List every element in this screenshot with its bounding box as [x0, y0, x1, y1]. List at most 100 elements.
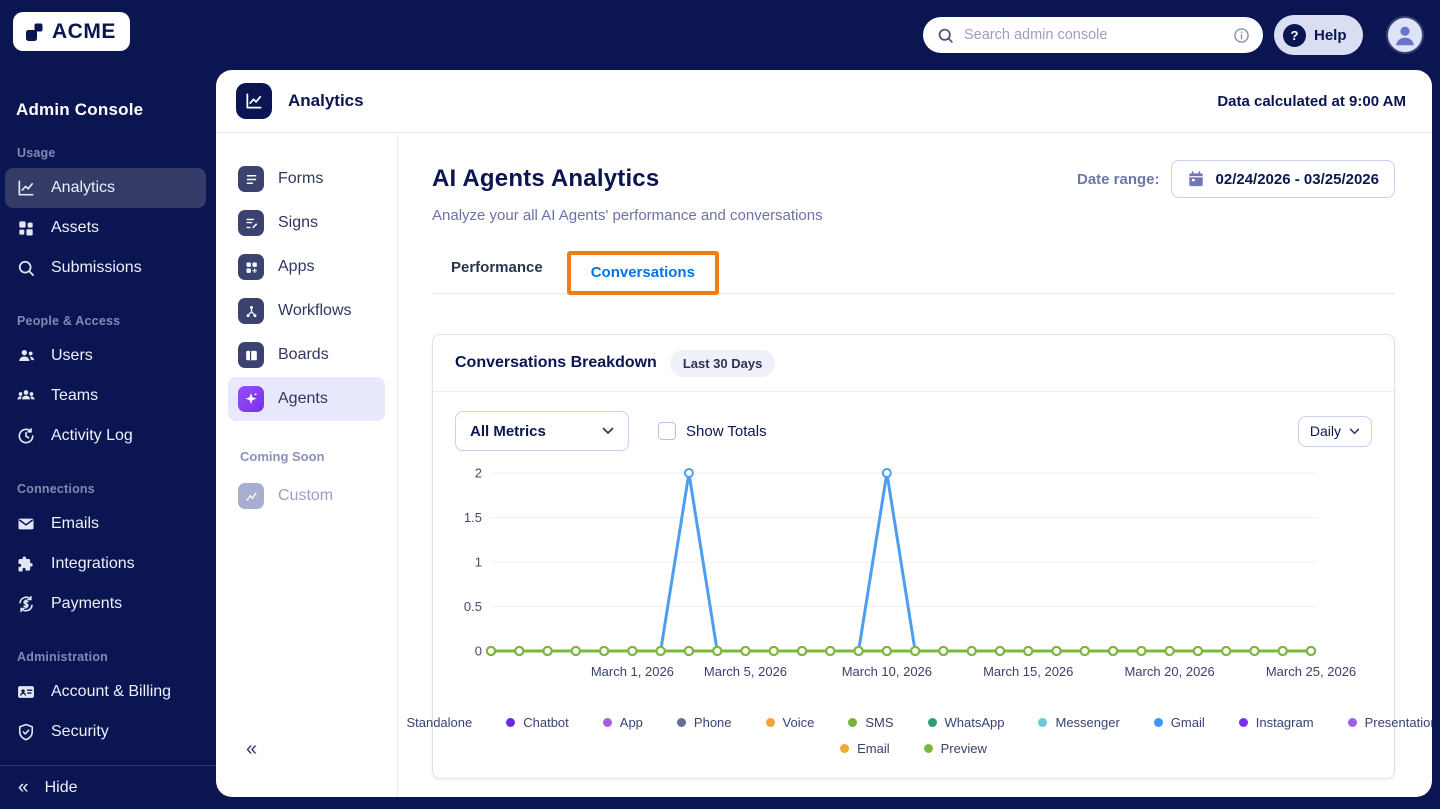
legend-item-presentation[interactable]: Presentation [1348, 715, 1432, 730]
legend-label: Messenger [1055, 715, 1119, 730]
svg-text:0.5: 0.5 [464, 599, 482, 614]
coming-soon-label: Coming Soon [240, 449, 397, 464]
admin-search-bar[interactable] [923, 17, 1263, 53]
sidebar-item-label: Integrations [51, 555, 135, 573]
sidebar-item-label: Account & Billing [51, 683, 171, 701]
sidebar-item-emails[interactable]: Emails [5, 504, 206, 544]
legend-label: SMS [865, 715, 893, 730]
assets-icon [16, 218, 36, 238]
forms-icon [238, 166, 264, 192]
help-label: Help [1314, 27, 1347, 44]
sidebar-item-label: Teams [51, 387, 98, 405]
custom-icon [238, 483, 264, 509]
teams-icon [16, 386, 36, 406]
search-info-icon[interactable] [1232, 26, 1251, 45]
interval-select[interactable]: Daily [1298, 416, 1372, 447]
legend-item-instagram[interactable]: Instagram [1239, 715, 1314, 730]
content-panel: Analytics Data calculated at 9:00 AM For… [216, 70, 1432, 797]
legend-item-voice[interactable]: Voice [766, 715, 815, 730]
legend-label: Preview [941, 741, 987, 756]
show-totals-label: Show Totals [686, 423, 767, 440]
date-range-picker[interactable]: 02/24/2026 - 03/25/2026 [1171, 160, 1395, 198]
chart-legend: StandaloneChatbotAppPhoneVoiceSMSWhatsAp… [433, 696, 1394, 778]
tab-conversations[interactable]: Conversations [591, 264, 695, 281]
conversations-breakdown-card: Conversations Breakdown Last 30 Days All… [432, 334, 1395, 779]
users-icon [16, 346, 36, 366]
legend-item-standalone[interactable]: Standalone [398, 715, 472, 730]
legend-item-sms[interactable]: SMS [848, 715, 893, 730]
legend-dot [928, 718, 937, 727]
show-totals-control[interactable]: Show Totals [658, 422, 767, 440]
sidebar-item-label: Analytics [51, 179, 115, 197]
sidebar-item-users[interactable]: Users [5, 336, 206, 376]
panel-title: Analytics [288, 91, 364, 111]
legend-label: Chatbot [523, 715, 569, 730]
conversations-chart: 00.511.52March 1, 2026March 5, 2026March… [445, 465, 1365, 691]
sidebar-item-security[interactable]: Security [5, 712, 206, 752]
legend-item-messenger[interactable]: Messenger [1038, 715, 1119, 730]
sidebar-title: Admin Console [16, 100, 216, 120]
user-avatar[interactable] [1386, 16, 1424, 54]
product-nav-label: Boards [278, 346, 329, 364]
search-input[interactable] [964, 27, 1232, 43]
legend-dot [924, 744, 933, 753]
panel-header: Analytics Data calculated at 9:00 AM [216, 70, 1432, 133]
legend-label: Standalone [406, 715, 472, 730]
sidebar-item-label: Payments [51, 595, 122, 613]
date-range-label: Date range: [1077, 171, 1160, 188]
legend-item-email[interactable]: Email [840, 741, 890, 756]
sidebar-item-assets[interactable]: Assets [5, 208, 206, 248]
interval-value: Daily [1310, 423, 1341, 439]
sidebar-item-activity-log[interactable]: Activity Log [5, 416, 206, 456]
show-totals-checkbox[interactable] [658, 422, 676, 440]
product-nav-item-forms[interactable]: Forms [228, 157, 385, 201]
section-label-connections: Connections [17, 482, 216, 496]
sidebar-item-label: Emails [51, 515, 99, 533]
help-button[interactable]: ? Help [1274, 15, 1363, 55]
svg-text:March 15, 2026: March 15, 2026 [983, 664, 1073, 679]
legend-item-preview[interactable]: Preview [924, 741, 987, 756]
legend-label: Instagram [1256, 715, 1314, 730]
main-content: AI Agents Analytics Date range: 02/24/20… [398, 133, 1432, 797]
sidebar-item-integrations[interactable]: Integrations [5, 544, 206, 584]
product-nav-item-signs[interactable]: Signs [228, 201, 385, 245]
metrics-filter-select[interactable]: All Metrics [455, 411, 629, 451]
legend-label: Voice [783, 715, 815, 730]
product-nav-label: Agents [278, 390, 328, 408]
sidebar-item-payments[interactable]: Payments [5, 584, 206, 624]
sidebar-item-analytics[interactable]: Analytics [5, 168, 206, 208]
sidebar-item-teams[interactable]: Teams [5, 376, 206, 416]
apps-icon [238, 254, 264, 280]
legend-dot [1239, 718, 1248, 727]
analytics-header-icon [236, 83, 272, 119]
payments-icon [16, 594, 36, 614]
legend-item-app[interactable]: App [603, 715, 643, 730]
sidebar-item-account-billing[interactable]: Account & Billing [5, 672, 206, 712]
question-mark-icon: ? [1283, 24, 1306, 47]
product-nav-item-apps[interactable]: Apps [228, 245, 385, 289]
annotation-highlight-box: Conversations [567, 251, 719, 295]
product-nav-item-boards[interactable]: Boards [228, 333, 385, 377]
legend-item-gmail[interactable]: Gmail [1154, 715, 1205, 730]
legend-label: App [620, 715, 643, 730]
search-icon [936, 26, 955, 45]
sidebar-item-submissions[interactable]: Submissions [5, 248, 206, 288]
sidebar-item-label: Assets [51, 219, 99, 237]
hide-sidebar-button[interactable]: « Hide [0, 765, 216, 809]
analytics-tabs: Performance Conversations [432, 247, 1395, 294]
product-nav-item-custom[interactable]: Custom [228, 474, 385, 518]
legend-item-phone[interactable]: Phone [677, 715, 732, 730]
legend-item-chatbot[interactable]: Chatbot [506, 715, 569, 730]
chevron-down-icon [602, 427, 614, 435]
legend-label: Email [857, 741, 890, 756]
product-nav-item-agents[interactable]: Agents [228, 377, 385, 421]
data-calculated-status: Data calculated at 9:00 AM [1217, 93, 1406, 110]
legend-item-whatsapp[interactable]: WhatsApp [928, 715, 1005, 730]
page-title: AI Agents Analytics [432, 165, 659, 193]
collapse-product-nav-button[interactable]: « [246, 738, 257, 761]
acme-logo[interactable]: ACME [13, 12, 130, 51]
svg-text:0: 0 [475, 644, 482, 659]
product-nav-item-workflows[interactable]: Workflows [228, 289, 385, 333]
section-label-administration: Administration [17, 650, 216, 664]
tab-performance[interactable]: Performance [451, 247, 543, 293]
